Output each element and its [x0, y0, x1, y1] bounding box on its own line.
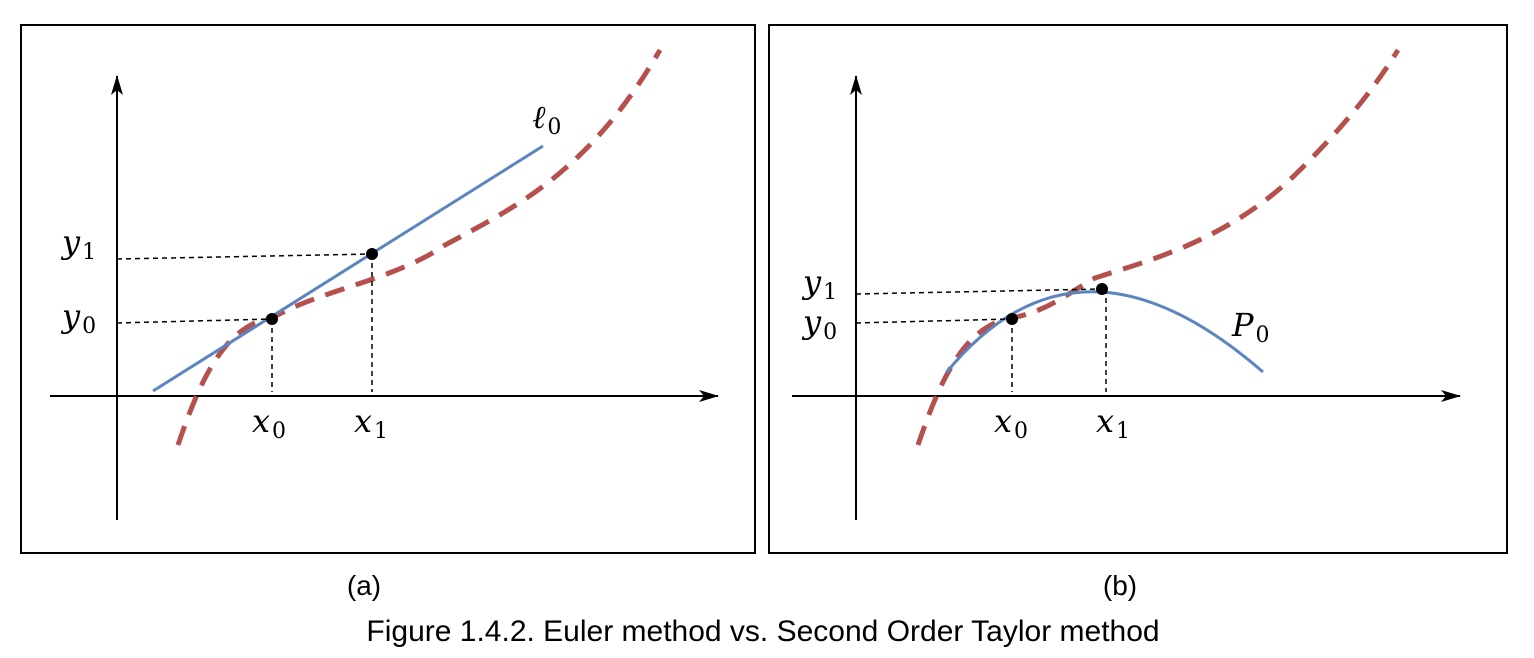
- panel-b-y0-guide: [855, 318, 1013, 324]
- panel-a-label: (a): [347, 570, 381, 601]
- panel-a-tangent-line: [152, 144, 544, 393]
- panel-a-frame: [20, 24, 756, 554]
- panel-a: ℓ0 x0 x1 y0 y1 (a): [20, 24, 756, 601]
- panel-b-point-1: [1096, 283, 1108, 295]
- panel-b-point-0: [1006, 313, 1018, 325]
- panel-a-y0-guide: [116, 318, 273, 324]
- panel-b-frame: [768, 24, 1508, 554]
- panel-b-y1-label: y1: [801, 263, 837, 305]
- panel-b-exact-curve: [915, 48, 1401, 446]
- panel-a-y1-label: y1: [60, 223, 96, 265]
- panel-a-line-label: ℓ0: [532, 98, 561, 140]
- figure-caption: Figure 1.4.2. Euler method vs. Second Or…: [366, 615, 1159, 648]
- panel-a-x0-label: x0: [252, 402, 286, 444]
- panel-a-point-0: [266, 313, 278, 325]
- panel-b-taylor-parabola: [944, 290, 1264, 374]
- panel-b-parabola-label: P0: [1231, 306, 1270, 348]
- panel-a-y1-guide: [116, 253, 373, 260]
- panel-a-x1-label: x1: [354, 402, 388, 444]
- panel-a-exact-curve: [175, 48, 663, 446]
- panel-b: P0 x0 x1 y0 y1 (b): [768, 24, 1508, 601]
- panel-a-y0-label: y0: [60, 297, 96, 339]
- panel-b-x0-label: x0: [994, 402, 1028, 444]
- panel-b-y0-label: y0: [801, 303, 837, 345]
- panel-b-label: (b): [1103, 570, 1137, 601]
- panel-a-point-1: [366, 248, 378, 260]
- panel-b-x1-label: x1: [1096, 402, 1130, 444]
